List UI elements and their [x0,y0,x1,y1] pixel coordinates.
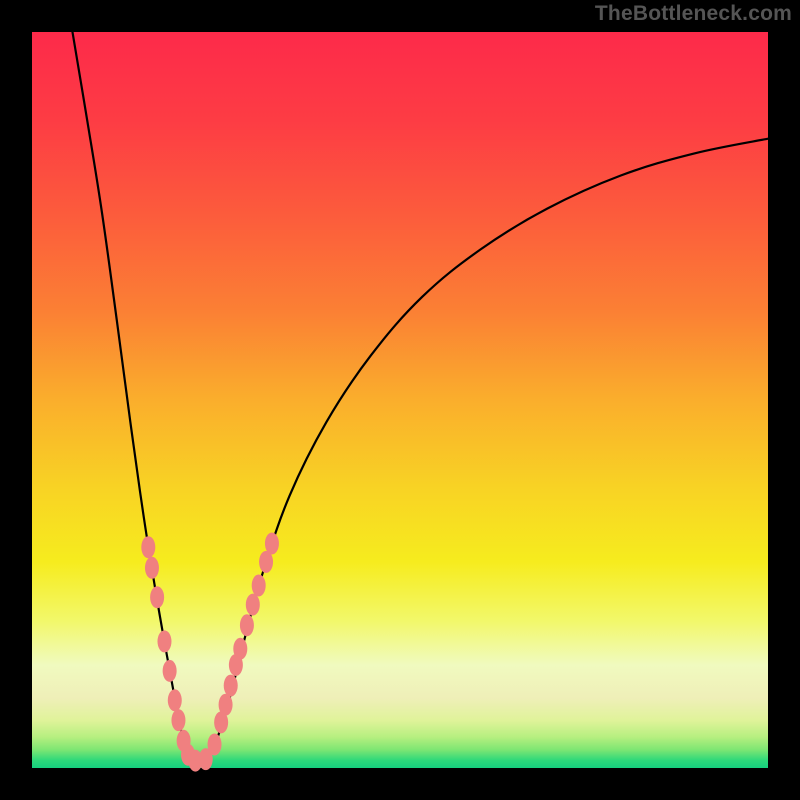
data-marker [224,675,238,697]
chart-svg [0,0,800,800]
data-marker [168,689,182,711]
data-marker [246,594,260,616]
data-marker [150,586,164,608]
chart-root: TheBottleneck.com [0,0,800,800]
data-marker [233,638,247,660]
data-marker [171,709,185,731]
watermark-text: TheBottleneck.com [595,2,792,26]
data-marker [265,533,279,555]
data-marker [145,557,159,579]
data-marker [219,694,233,716]
data-marker [252,574,266,596]
data-marker [157,630,171,652]
data-marker [208,733,222,755]
data-marker [240,614,254,636]
plot-background [32,32,768,768]
data-marker [141,536,155,558]
data-marker [163,660,177,682]
